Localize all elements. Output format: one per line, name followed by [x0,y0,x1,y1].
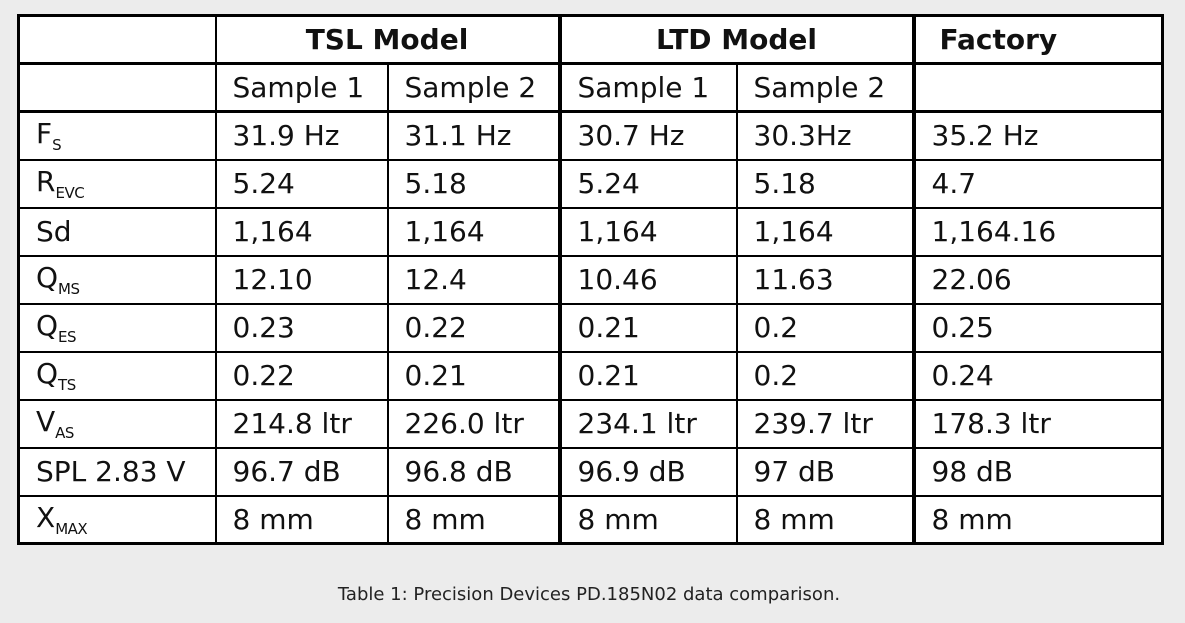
value-cell: 12.4 [386,254,561,305]
parameter-cell: Sd [17,206,217,257]
value-cell: 0.23 [214,302,389,353]
value-cell: 1,164 [557,206,738,257]
value-cell: 96.7 dB [214,446,389,497]
value-cell: 22.06 [911,254,1164,305]
value-cell: 239.7 ltr [735,398,915,449]
table-row: VAS 214.8 ltr 226.0 ltr 234.1 ltr 239.7 ltr 1… [17,398,1164,449]
parameter-cell: VAS [17,398,217,449]
parameter-cell: QMS [17,254,217,305]
table-row: XMAX 8 mm 8 mm 8 mm 8 mm 8 mm [17,494,1164,545]
parameter-symbol: R [36,165,56,198]
parameter-cell: FS [17,110,217,161]
table-row: QTS 0.22 0.21 0.21 0.2 0.24 [17,350,1164,401]
value-cell: 8 mm [557,494,738,545]
table-caption: Table 1: Precision Devices PD.185N02 dat… [337,584,841,605]
parameter-cell: REVC [17,158,217,209]
parameter-symbol: X [36,500,56,534]
value-cell: 1,164 [214,206,389,257]
value-cell: 8 mm [735,494,915,545]
parameter-subscript: MAX [55,519,88,538]
value-cell: 0.2 [735,302,915,353]
value-cell: 11.63 [735,254,915,305]
value-cell: 0.24 [911,350,1164,401]
value-cell: 0.2 [735,350,915,401]
group-header-ltd-model: LTD Model [557,14,915,65]
value-cell: 0.22 [386,302,561,353]
sample-header-empty [17,62,217,113]
parameter-cell: QES [17,302,217,353]
sample-header-ltd-2: Sample 2 [735,62,915,113]
parameter-cell: SPL 2.83 V [17,446,217,497]
group-header-row: TSL Model LTD Model Factory [17,14,1164,65]
value-cell: 30.7 Hz [557,110,738,161]
table-row: REVC 5.24 5.18 5.24 5.18 4.7 [17,158,1164,209]
value-cell: 8 mm [386,494,561,545]
value-cell: 0.21 [386,350,561,401]
table-row: QMS 12.10 12.4 10.46 11.63 22.06 [17,254,1164,305]
value-cell: 97 dB [735,446,915,497]
parameter-subscript: TS [58,376,76,394]
value-cell: 0.25 [911,302,1164,353]
sample-header-ltd-1: Sample 1 [557,62,738,113]
value-cell: 0.21 [557,302,738,353]
parameter-symbol: Q [36,309,59,342]
value-cell: 12.10 [214,254,389,305]
value-cell: 0.22 [214,350,389,401]
parameter-subscript: ES [58,328,77,346]
sample-header-factory [911,62,1164,113]
table-row: FS 31.9 Hz 31.1 Hz 30.7 Hz 30.3Hz 35.2 Hz [17,110,1164,161]
value-cell: 96.8 dB [386,446,561,497]
table-row: QES 0.23 0.22 0.21 0.2 0.25 [17,302,1164,353]
value-cell: 4.7 [911,158,1164,209]
table-row: SPL 2.83 V 96.7 dB 96.8 dB 96.9 dB 97 dB 98 d… [17,446,1164,497]
sample-header-tsl-1: Sample 1 [214,62,389,113]
value-cell: 1,164.16 [911,206,1164,257]
value-cell: 226.0 ltr [386,398,561,449]
value-cell: 31.1 Hz [386,110,561,161]
parameter-symbol: F [36,117,53,151]
value-cell: 5.24 [214,158,389,209]
parameter-subscript: AS [55,424,74,442]
value-cell: 5.24 [557,158,738,209]
value-cell: 1,164 [386,206,561,257]
parameter-symbol: Q [36,357,59,390]
table-row: Sd 1,164 1,164 1,164 1,164 1,164.16 [17,206,1164,257]
value-cell: 10.46 [557,254,738,305]
value-cell: 5.18 [386,158,561,209]
value-cell: 1,164 [735,206,915,257]
parameter-subscript: MS [58,280,80,298]
data-comparison-table: TSL Model LTD Model Factory Sample 1 Sam… [17,14,1164,545]
value-cell: 30.3Hz [735,110,915,161]
parameter-symbol: Sd [36,215,72,248]
value-cell: 98 dB [911,446,1164,497]
group-header-tsl-model: TSL Model [214,14,561,65]
value-cell: 178.3 ltr [911,398,1164,449]
parameter-symbol: Q [36,261,59,294]
value-cell: 8 mm [911,494,1164,545]
sample-header-row: Sample 1 Sample 2 Sample 1 Sample 2 [17,62,1164,113]
value-cell: 234.1 ltr [557,398,738,449]
parameter-subscript: EVC [55,184,85,202]
header-corner-cell [17,14,217,65]
group-header-factory: Factory [911,14,1164,65]
parameter-symbol: SPL 2.83 V [36,455,186,488]
data-table-figure: TSL Model LTD Model Factory Sample 1 Sam… [17,14,1164,545]
value-cell: 0.21 [557,350,738,401]
sample-header-tsl-2: Sample 2 [386,62,561,113]
value-cell: 35.2 Hz [911,110,1164,161]
value-cell: 31.9 Hz [214,110,389,161]
parameter-symbol: V [36,405,56,438]
value-cell: 96.9 dB [557,446,738,497]
value-cell: 5.18 [735,158,915,209]
value-cell: 8 mm [214,494,389,545]
table-body: FS 31.9 Hz 31.1 Hz 30.7 Hz 30.3Hz 35.2 Hz REVC… [17,110,1164,545]
parameter-subscript: S [52,136,62,155]
parameter-cell: XMAX [17,494,217,545]
value-cell: 214.8 ltr [214,398,389,449]
parameter-cell: QTS [17,350,217,401]
